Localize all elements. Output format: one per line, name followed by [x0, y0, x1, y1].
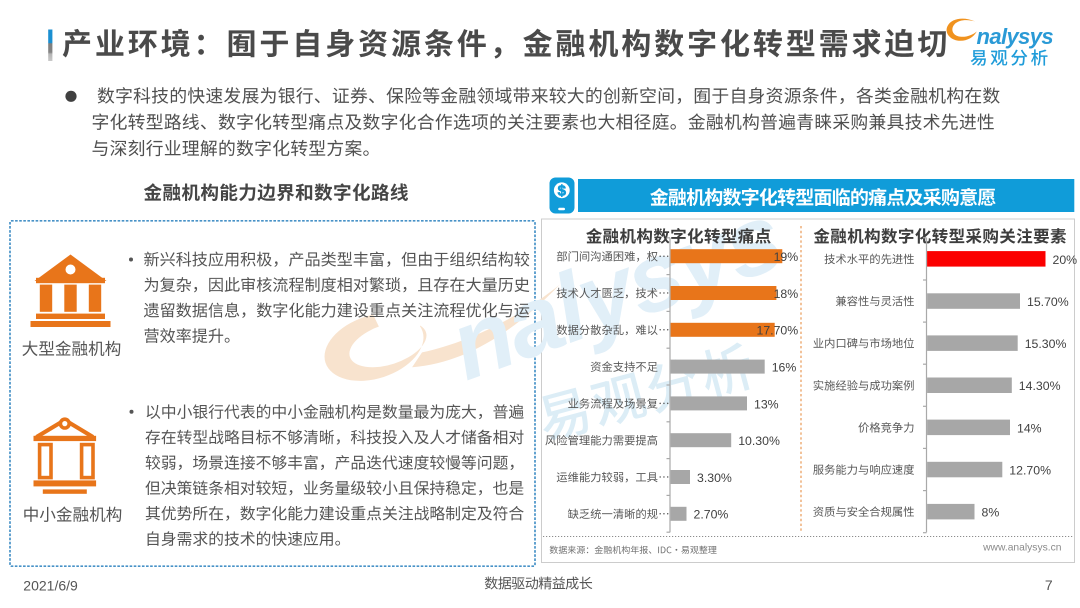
svg-text:2021/6/9: 2021/6/9 — [23, 577, 78, 593]
svg-text:$: $ — [558, 183, 567, 200]
svg-text:12.70%: 12.70% — [1009, 463, 1051, 477]
svg-text:18%: 18% — [774, 287, 799, 301]
svg-text:15.30%: 15.30% — [1025, 337, 1067, 351]
svg-text:17.70%: 17.70% — [757, 324, 799, 338]
svg-text:14.30%: 14.30% — [1019, 379, 1061, 393]
svg-text:10.30%: 10.30% — [738, 434, 780, 448]
svg-text:7: 7 — [1045, 577, 1053, 593]
svg-text:8%: 8% — [982, 506, 1000, 520]
svg-text:13%: 13% — [754, 397, 779, 411]
svg-text:19%: 19% — [774, 250, 799, 264]
svg-text:2.70%: 2.70% — [694, 508, 729, 522]
svg-text:3.30%: 3.30% — [697, 471, 732, 485]
svg-text:20%: 20% — [1053, 253, 1078, 267]
svg-text:www.analysys.cn: www.analysys.cn — [982, 543, 1062, 554]
svg-text:nalysys: nalysys — [977, 24, 1054, 49]
svg-text:15.70%: 15.70% — [1027, 295, 1069, 309]
svg-text:16%: 16% — [772, 361, 797, 375]
svg-text:14%: 14% — [1017, 421, 1042, 435]
